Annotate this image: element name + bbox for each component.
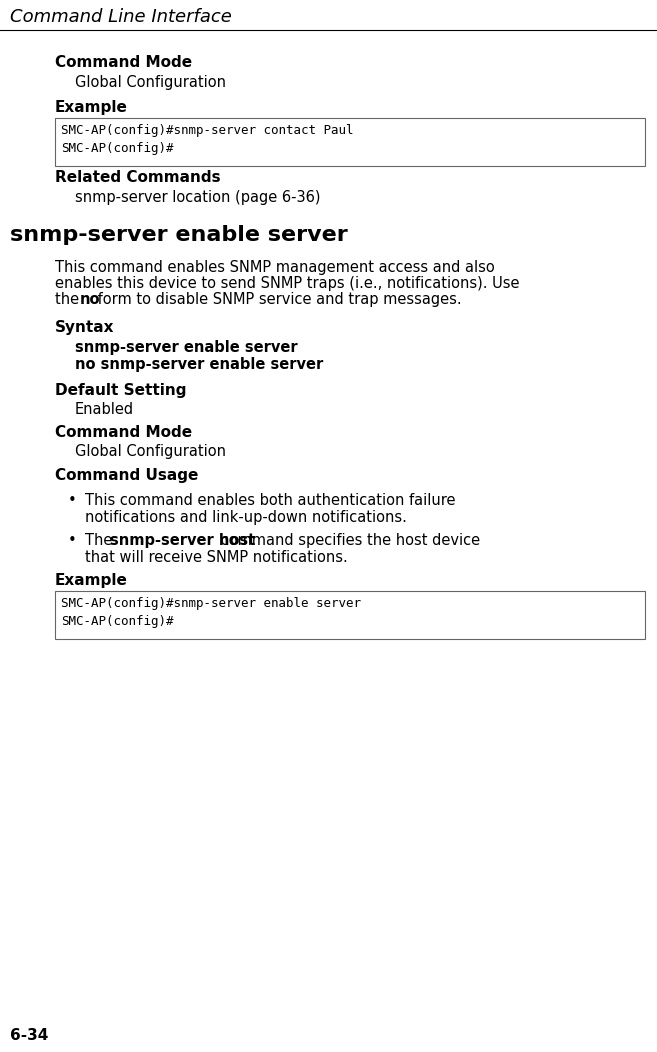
Text: Enabled: Enabled bbox=[75, 402, 134, 417]
Text: that will receive SNMP notifications.: that will receive SNMP notifications. bbox=[85, 550, 348, 565]
Text: Global Configuration: Global Configuration bbox=[75, 444, 226, 459]
Text: Global Configuration: Global Configuration bbox=[75, 75, 226, 90]
Text: Example: Example bbox=[55, 100, 128, 115]
Bar bbox=[55, 591, 645, 639]
Text: This command enables SNMP management access and also: This command enables SNMP management acc… bbox=[55, 260, 495, 275]
Text: This command enables both authentication failure: This command enables both authentication… bbox=[85, 493, 455, 508]
Text: Command Usage: Command Usage bbox=[55, 468, 198, 483]
Text: Related Commands: Related Commands bbox=[55, 170, 221, 185]
Text: form to disable SNMP service and trap messages.: form to disable SNMP service and trap me… bbox=[93, 292, 461, 307]
Text: Default Setting: Default Setting bbox=[55, 383, 187, 398]
Text: Example: Example bbox=[55, 573, 128, 588]
Text: Command Line Interface: Command Line Interface bbox=[10, 8, 232, 26]
Text: The: The bbox=[85, 533, 117, 548]
Text: no snmp-server enable server: no snmp-server enable server bbox=[75, 357, 323, 372]
Text: SMC-AP(config)#: SMC-AP(config)# bbox=[61, 615, 173, 628]
Text: Syntax: Syntax bbox=[55, 320, 114, 335]
Text: 6-34: 6-34 bbox=[10, 1028, 49, 1043]
Text: •: • bbox=[68, 533, 77, 548]
Text: snmp-server location (page 6-36): snmp-server location (page 6-36) bbox=[75, 190, 321, 205]
Text: SMC-AP(config)#snmp-server contact Paul: SMC-AP(config)#snmp-server contact Paul bbox=[61, 124, 353, 137]
Text: snmp-server host: snmp-server host bbox=[110, 533, 256, 548]
Bar bbox=[55, 118, 645, 166]
Text: no: no bbox=[80, 292, 101, 307]
Text: snmp-server enable server: snmp-server enable server bbox=[10, 225, 348, 245]
Text: enables this device to send SNMP traps (i.e., notifications). Use: enables this device to send SNMP traps (… bbox=[55, 276, 520, 291]
Text: •: • bbox=[68, 493, 77, 508]
Text: notifications and link-up-down notifications.: notifications and link-up-down notificat… bbox=[85, 510, 407, 525]
Text: command specifies the host device: command specifies the host device bbox=[216, 533, 480, 548]
Text: Command Mode: Command Mode bbox=[55, 425, 192, 440]
Text: the: the bbox=[55, 292, 83, 307]
Text: snmp-server enable server: snmp-server enable server bbox=[75, 340, 298, 355]
Text: Command Mode: Command Mode bbox=[55, 55, 192, 70]
Text: SMC-AP(config)#snmp-server enable server: SMC-AP(config)#snmp-server enable server bbox=[61, 596, 361, 610]
Text: SMC-AP(config)#: SMC-AP(config)# bbox=[61, 142, 173, 155]
